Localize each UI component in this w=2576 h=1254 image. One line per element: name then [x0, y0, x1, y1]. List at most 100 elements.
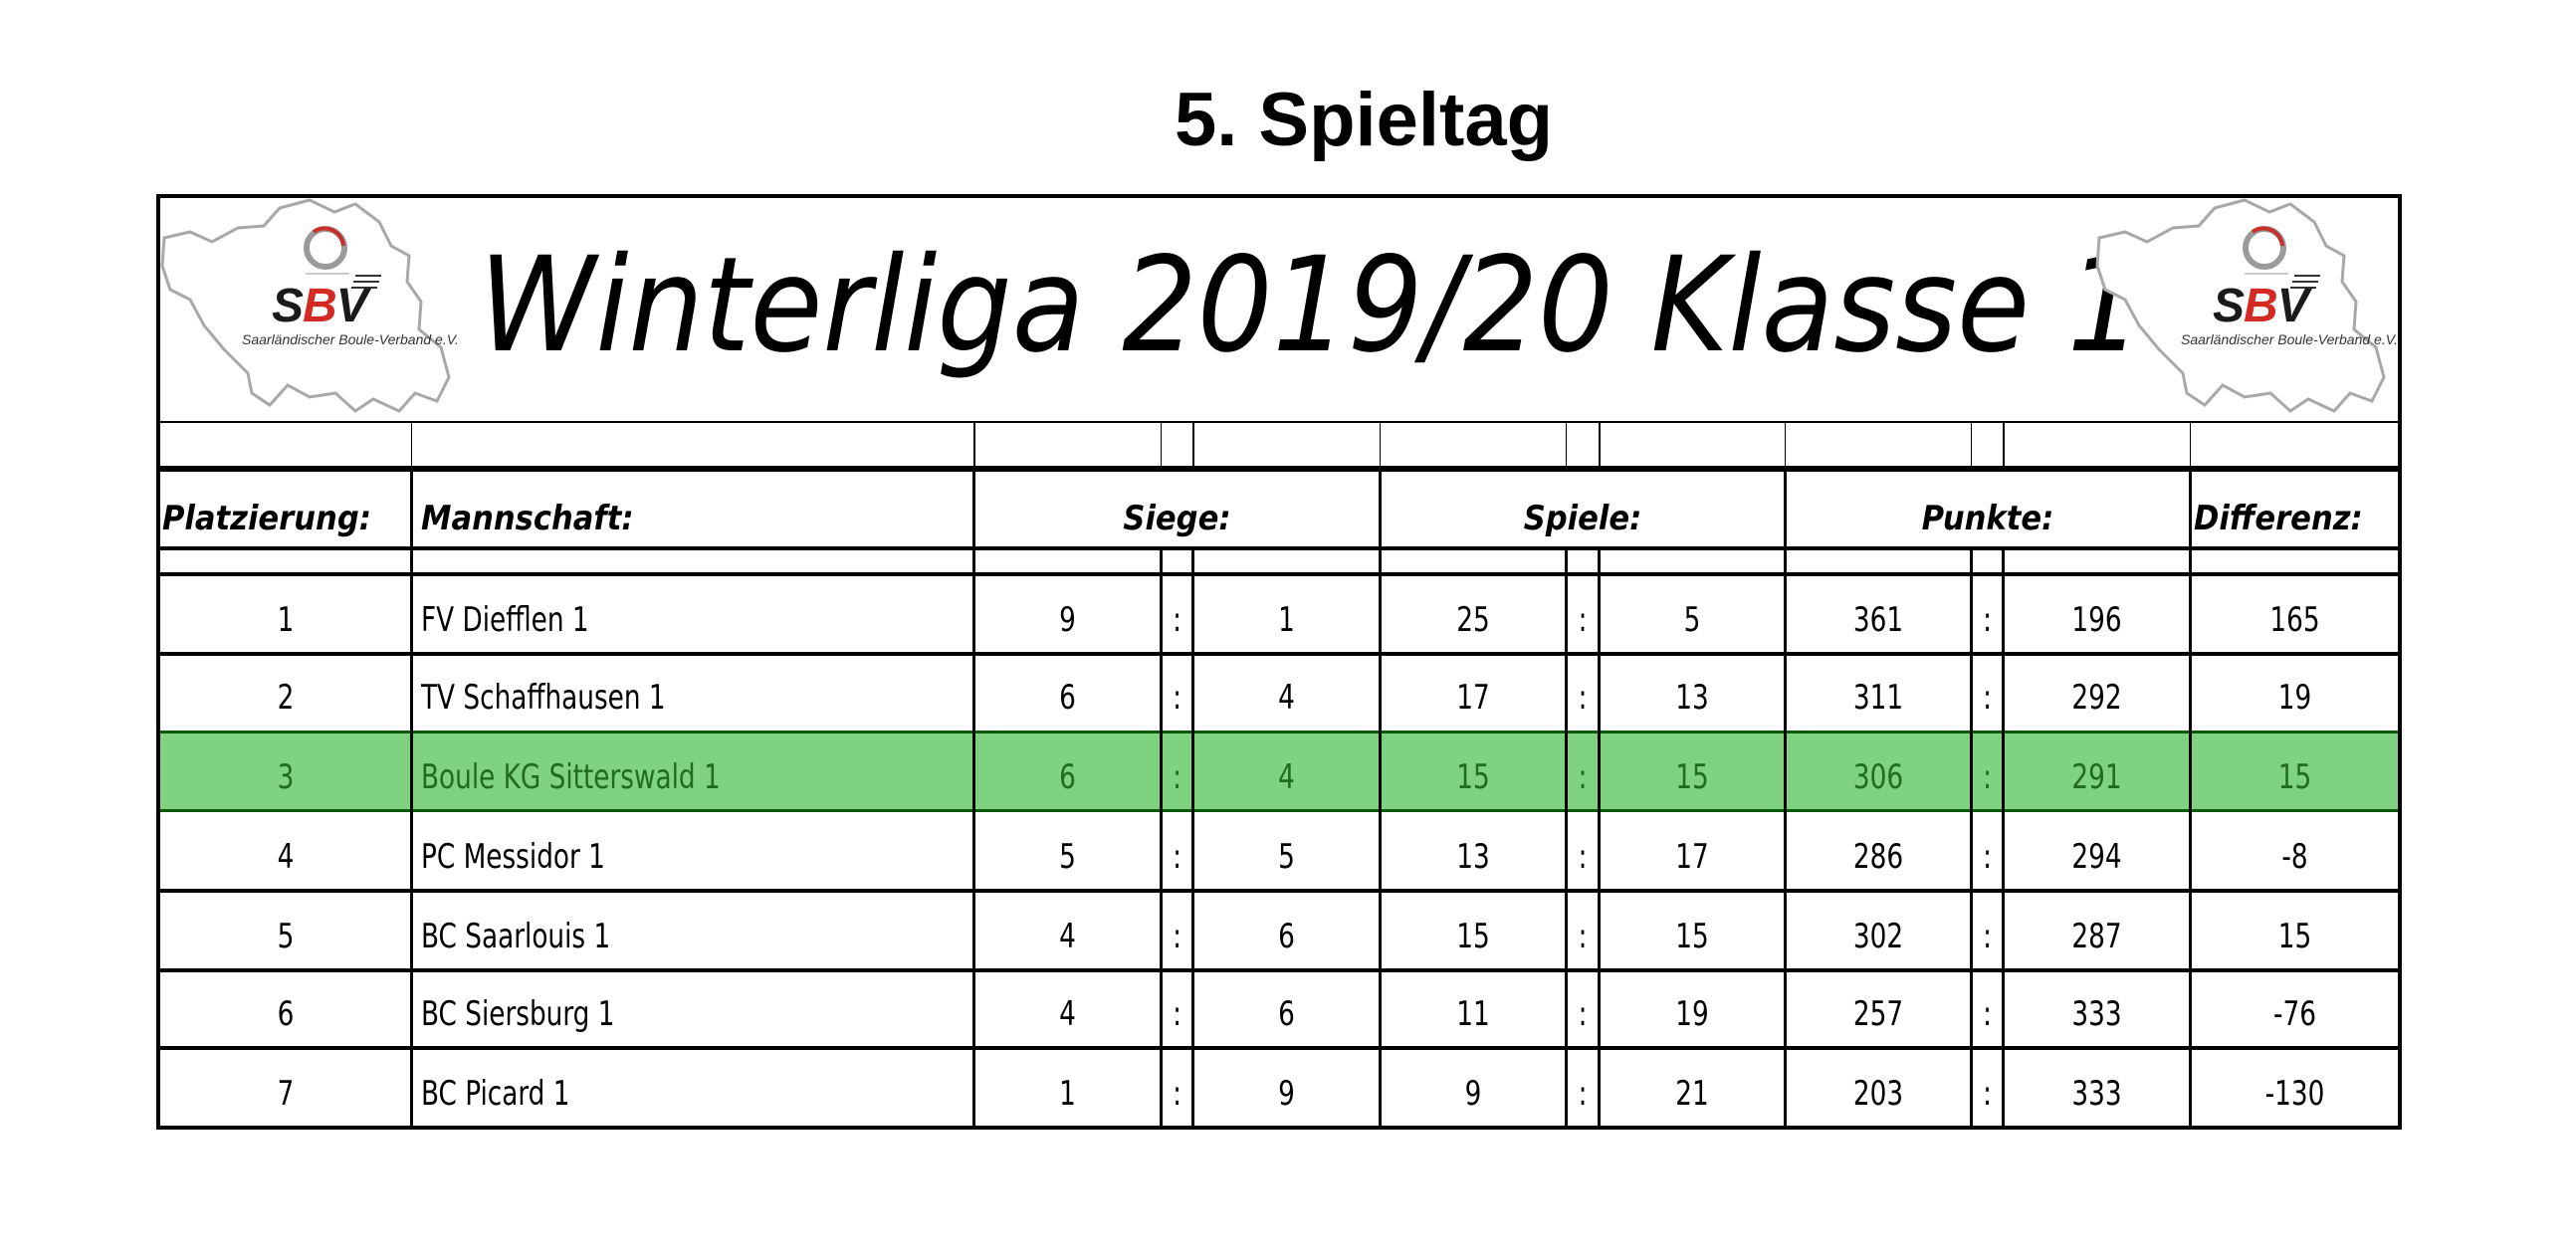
wins-against-cell: 6 [1278, 994, 1295, 1034]
rule [411, 423, 412, 466]
rule [1598, 550, 1601, 1130]
rule [1380, 423, 1381, 466]
games-against-cell: 13 [1675, 678, 1709, 718]
header-points: Punkte: [1921, 499, 2054, 538]
wins-against-cell: 1 [1278, 600, 1295, 640]
team-cell: FV Diefflen 1 [413, 576, 970, 652]
wins-against-cell: 4 [1278, 678, 1295, 718]
team-cell: BC Picard 1 [413, 1050, 970, 1126]
team-name: BC Picard 1 [421, 1074, 570, 1114]
separator: : [1578, 1074, 1588, 1114]
wins-against-cell: 4 [1278, 757, 1295, 797]
rule [1565, 550, 1568, 1130]
separator: : [1173, 1074, 1181, 1114]
team-cell: Boule KG Sitterswald 1 [413, 733, 970, 809]
wins-for-cell: 4 [1059, 994, 1076, 1034]
header-team: Mannschaft: [421, 499, 634, 538]
separator: : [1578, 837, 1588, 877]
points-against-cell: 291 [2071, 757, 2122, 797]
header-top-rule [160, 466, 2398, 472]
games-for-cell: 13 [1456, 837, 1490, 877]
separator: : [1173, 757, 1181, 797]
separator: : [1173, 837, 1181, 877]
place-cell: 5 [277, 917, 295, 956]
points-for-cell: 311 [1852, 678, 1904, 718]
header-diff: Differenz: [2194, 499, 2363, 538]
points-for-cell: 306 [1852, 757, 1904, 797]
rule [1599, 423, 1601, 466]
rule [1192, 423, 1194, 466]
place-cell: 3 [277, 757, 295, 797]
banner: SBV Saarländischer Boule-Verband e.V. Wi… [160, 198, 2398, 423]
team-cell: PC Messidor 1 [413, 812, 970, 889]
team-name: Boule KG Sitterswald 1 [421, 757, 721, 797]
diff-cell: 15 [2277, 757, 2312, 797]
games-for-cell: 15 [1456, 757, 1490, 797]
games-against-cell: 5 [1683, 600, 1701, 640]
games-against-cell: 21 [1675, 1074, 1709, 1114]
games-for-cell: 25 [1456, 600, 1490, 640]
wins-for-cell: 4 [1059, 917, 1076, 956]
sbv-logo-right: SBV Saarländischer Boule-Verband e.V. [2095, 198, 2398, 421]
saarland-map-icon [2095, 198, 2386, 413]
header-wins: Siege: [1123, 499, 1231, 538]
place-cell: 1 [277, 600, 295, 640]
games-against-cell: 17 [1675, 837, 1709, 877]
team-name: BC Saarlouis 1 [421, 917, 611, 956]
rule [2190, 423, 2191, 466]
rule [2189, 472, 2192, 1130]
rule [2002, 550, 2005, 1130]
separator: : [1173, 678, 1181, 718]
rule [410, 472, 413, 1130]
team-name: PC Messidor 1 [421, 837, 605, 877]
wins-for-cell: 9 [1059, 600, 1076, 640]
separator: : [1983, 837, 1992, 877]
rule [1379, 472, 1382, 1130]
diff-cell: -76 [2273, 994, 2316, 1034]
games-for-cell: 9 [1464, 1074, 1482, 1114]
wins-for-cell: 6 [1059, 757, 1076, 797]
wins-for-cell: 5 [1059, 837, 1076, 877]
rule [1161, 423, 1162, 466]
sbv-tagline: Saarländischer Boule-Verband e.V. [242, 331, 459, 347]
points-for-cell: 286 [1852, 837, 1904, 877]
points-against-cell: 333 [2071, 1074, 2122, 1114]
highlight-row-background [160, 731, 2398, 812]
separator: : [1173, 917, 1181, 956]
rule [1784, 472, 1787, 1130]
rule [1785, 423, 1786, 466]
rule [2003, 423, 2005, 466]
rule [1160, 550, 1163, 1130]
header-place: Platzierung: [162, 499, 371, 538]
points-against-cell: 292 [2071, 678, 2122, 718]
points-for-cell: 302 [1852, 917, 1904, 956]
rule [1970, 550, 1973, 1130]
sbv-tagline: Saarländischer Boule-Verband e.V. [2181, 331, 2398, 347]
diff-cell: -130 [2264, 1074, 2325, 1114]
place-cell: 7 [277, 1074, 295, 1114]
sbv-logo-left: SBV Saarländischer Boule-Verband e.V. [160, 198, 459, 421]
games-against-cell: 15 [1675, 917, 1709, 956]
team-cell: BC Siersburg 1 [413, 972, 970, 1046]
points-for-cell: 257 [1852, 994, 1904, 1034]
points-against-cell: 287 [2071, 917, 2122, 956]
wins-against-cell: 9 [1278, 1074, 1295, 1114]
separator: : [1983, 678, 1992, 718]
rule [160, 889, 2398, 893]
standings-sheet: SBV Saarländischer Boule-Verband e.V. Wi… [156, 194, 2402, 1130]
sbv-wordmark: SBV [2213, 280, 2309, 332]
team-name: BC Siersburg 1 [421, 994, 615, 1034]
rule [160, 652, 2398, 656]
separator: : [1578, 757, 1588, 797]
league-title: Winterliga 2019/20 Klasse 1 [479, 229, 2143, 382]
rule [972, 472, 975, 1130]
rule [160, 968, 2398, 972]
diff-cell: 15 [2277, 917, 2312, 956]
points-for-cell: 203 [1852, 1074, 1904, 1114]
place-cell: 4 [277, 837, 295, 877]
points-against-cell: 294 [2071, 837, 2122, 877]
rule [1191, 550, 1194, 1130]
separator: : [1983, 917, 1992, 956]
diff-cell: -8 [2281, 837, 2308, 877]
separator: : [1578, 600, 1588, 640]
